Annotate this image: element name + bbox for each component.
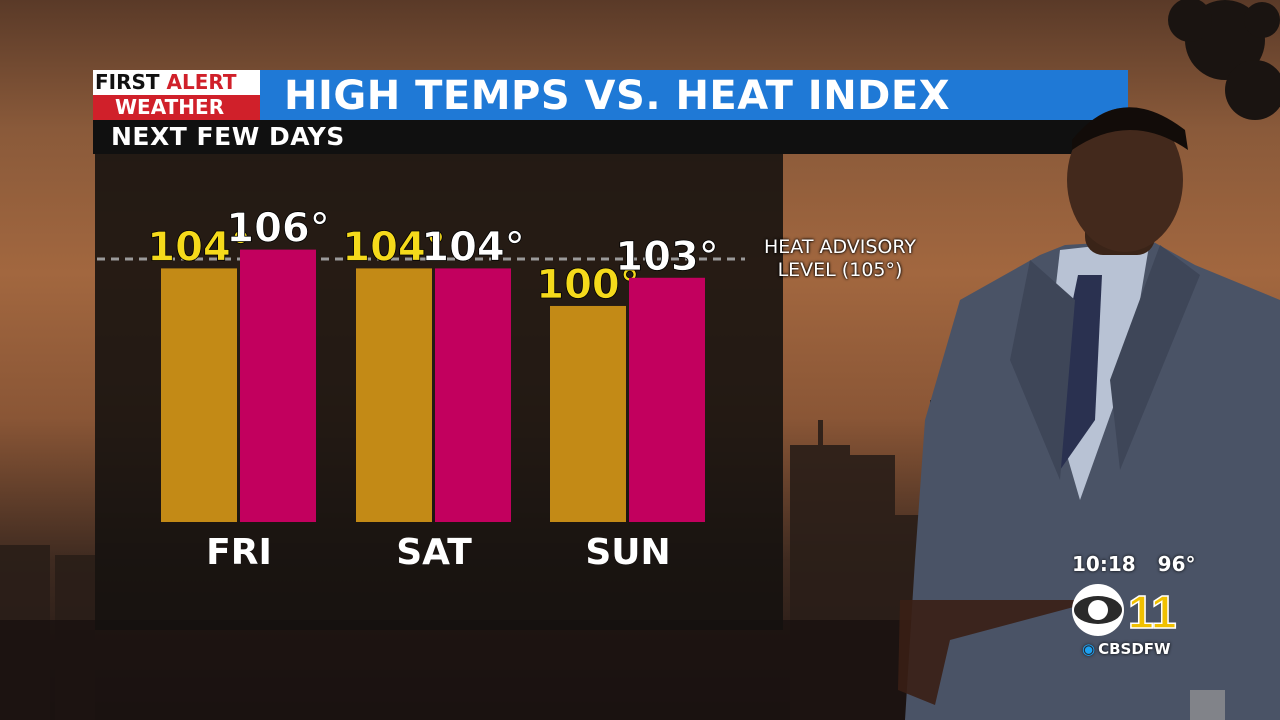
current-temp: 96°	[1157, 552, 1196, 576]
twitter-bird-icon: ◉	[1082, 640, 1096, 658]
day-label-sun: SUN	[585, 532, 670, 573]
heat-index-label-sun: 103°	[615, 234, 719, 280]
advisory-line-2: LEVEL (105°)	[777, 259, 903, 281]
heat-index-bar-sat	[435, 268, 511, 522]
heat-advisory-label: HEAT ADVISORY LEVEL (105°)	[740, 236, 940, 282]
high-temp-label-fri: 104°	[147, 224, 251, 270]
brand-weather: WEATHER	[93, 95, 260, 120]
heat-index-label-fri: 106°	[226, 206, 330, 252]
current-time: 10:18	[1072, 552, 1136, 576]
handle-text: CBSDFW	[1098, 640, 1171, 658]
heat-index-bar-fri	[240, 249, 316, 522]
time-temp-readout: 10:18 96°	[1072, 552, 1196, 576]
high-temp-bar-fri	[161, 268, 237, 522]
high-temp-label-sun: 100°	[536, 262, 640, 308]
day-label-sat: SAT	[396, 532, 472, 573]
brand-first-alert: FIRST ALERT	[93, 70, 260, 95]
first-alert-weather-logo: FIRST ALERT WEATHER	[93, 70, 260, 120]
channel-number: 11	[1128, 586, 1177, 638]
graphic-subtitle: NEXT FEW DAYS	[93, 120, 1128, 154]
high-temp-label-sat: 104°	[342, 224, 446, 270]
heat-index-bar-sun	[629, 277, 705, 522]
day-label-fri: FRI	[206, 532, 272, 573]
social-handle: ◉ CBSDFW	[1082, 640, 1171, 658]
heat-index-label-sat: 104°	[421, 224, 525, 270]
high-temp-bar-sat	[356, 268, 432, 522]
advisory-line-1: HEAT ADVISORY	[764, 236, 916, 258]
high-temp-bar-sun	[550, 305, 626, 522]
cbs-11-logo: 11	[1072, 584, 1177, 639]
graphic-title: HIGH TEMPS VS. HEAT INDEX	[260, 70, 1128, 120]
